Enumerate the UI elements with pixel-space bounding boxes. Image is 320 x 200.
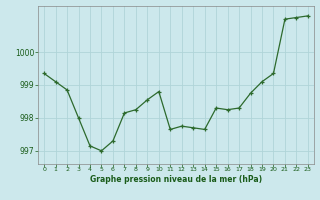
X-axis label: Graphe pression niveau de la mer (hPa): Graphe pression niveau de la mer (hPa) xyxy=(90,175,262,184)
